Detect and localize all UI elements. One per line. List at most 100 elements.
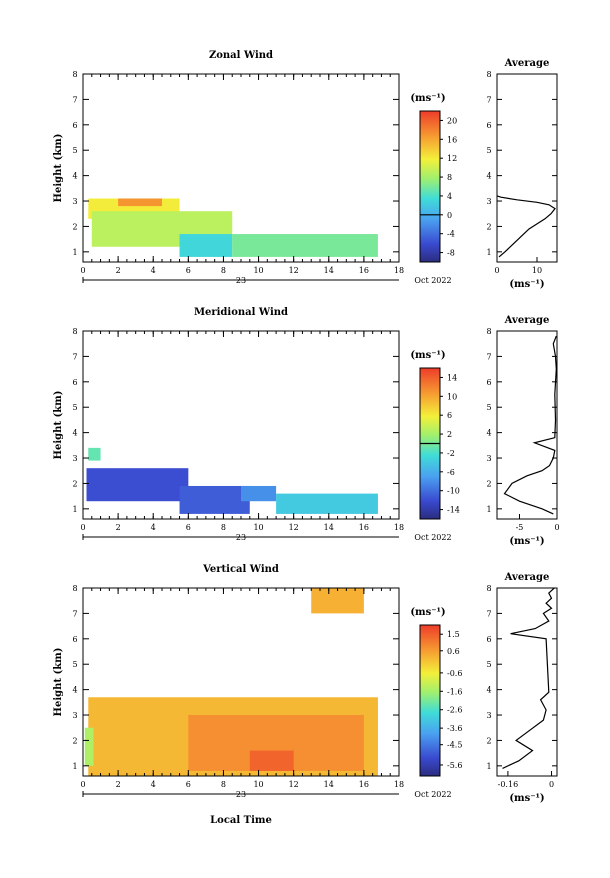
y-tick-label: 7 [72, 95, 77, 104]
y-tick-label: 5 [72, 403, 77, 412]
x-tick-label: 6 [186, 523, 191, 532]
profile-y-tick-label: 1 [486, 505, 491, 514]
profile-frame [496, 330, 558, 520]
x-tick-label: 18 [394, 780, 404, 789]
data-region-3 [179, 234, 233, 257]
x-tick-label: 2 [116, 266, 121, 275]
profile-title: Average [504, 572, 550, 583]
colorbar-tick-label: 16 [447, 135, 457, 144]
profile-y-tick-label: 8 [486, 70, 491, 79]
data-region-5 [118, 198, 162, 207]
data-region-4 [232, 234, 378, 257]
x-tick-label: 16 [359, 523, 369, 532]
profile-y-tick-label: 2 [486, 222, 491, 231]
colorbar-tick-label: -4.5 [447, 741, 462, 750]
profile-y-tick-label: 2 [486, 479, 491, 488]
x-tick-label: 14 [324, 780, 334, 789]
colorbar-tick-label: -0.6 [447, 669, 462, 678]
x-tick-label: 18 [394, 266, 404, 275]
y-tick-label: 1 [72, 505, 77, 514]
colorbar-tick-label: 12 [447, 154, 457, 163]
y-tick-label: 1 [72, 762, 77, 771]
colorbar-tick-label: -4 [447, 230, 455, 239]
profile-y-tick-label: 5 [486, 146, 491, 155]
data-region-5 [311, 588, 364, 614]
x-axis-label: Local Time [210, 815, 272, 826]
x-tick-label: 8 [221, 523, 226, 532]
x-tick-label: 4 [151, 780, 156, 789]
profile-x-tick-label: 0 [494, 266, 499, 275]
colorbar [419, 110, 441, 263]
profile-x-tick-label: 0 [549, 780, 554, 789]
panel-title: Zonal Wind [209, 50, 273, 61]
profile-y-tick-label: 4 [486, 429, 491, 438]
profile-y-tick-label: 3 [486, 454, 491, 463]
x-tick-label: 6 [186, 266, 191, 275]
profile-y-tick-label: 3 [486, 197, 491, 206]
x-tick-label: 4 [151, 266, 156, 275]
y-tick-label: 7 [72, 609, 77, 618]
y-tick-label: 4 [72, 429, 77, 438]
colorbar-tick-label: -2 [447, 449, 455, 458]
x-tick-label: 14 [324, 266, 334, 275]
data-region-5 [88, 447, 101, 461]
x-tick-label: 10 [253, 266, 263, 275]
colorbar-tick-label: 14 [447, 373, 457, 382]
x-tick-label: 18 [394, 523, 404, 532]
y-tick-label: 8 [72, 70, 77, 79]
x-tick-label: 8 [221, 780, 226, 789]
profile-y-tick-label: 6 [486, 121, 491, 130]
x-tick-label: 10 [253, 780, 263, 789]
profile-x-tick-label: -0.16 [498, 780, 519, 789]
profile-x-tick-label: 10 [532, 266, 542, 275]
date-label: Oct 2022 [414, 276, 451, 285]
x-tick-label: 16 [359, 266, 369, 275]
y-axis-label: Height (km) [53, 648, 64, 717]
profile-y-tick-label: 1 [486, 248, 491, 257]
data-region-4 [276, 493, 378, 514]
profile-line [503, 335, 557, 515]
data-region-1 [86, 468, 189, 502]
colorbar-tick-label: 10 [447, 392, 457, 401]
y-tick-label: 1 [72, 248, 77, 257]
x-tick-label: 2 [116, 780, 121, 789]
profile-line [496, 195, 556, 258]
day-label: 23 [236, 533, 246, 542]
profile-y-tick-label: 2 [486, 736, 491, 745]
data-region-2 [179, 485, 250, 514]
data-region-4 [84, 727, 94, 766]
profile-y-tick-label: 5 [486, 403, 491, 412]
panel-title: Vertical Wind [202, 564, 279, 575]
profile-y-tick-label: 8 [486, 327, 491, 336]
colorbar-tick-label: -8 [447, 249, 455, 258]
y-tick-label: 3 [72, 197, 77, 206]
x-tick-label: 0 [80, 780, 85, 789]
x-tick-label: 2 [116, 523, 121, 532]
colorbar-tick-label: -14 [447, 506, 460, 515]
colorbar-tick-label: -5.6 [447, 761, 462, 770]
profile-y-tick-label: 6 [486, 635, 491, 644]
data-region-3 [249, 750, 294, 771]
profile-unit: (ms⁻¹) [509, 793, 544, 804]
profile-y-tick-label: 7 [486, 609, 491, 618]
colorbar-unit: (ms⁻¹) [410, 607, 445, 618]
y-tick-label: 4 [72, 172, 77, 181]
y-tick-label: 6 [72, 378, 77, 387]
y-tick-label: 4 [72, 686, 77, 695]
x-tick-label: 10 [253, 523, 263, 532]
x-tick-label: 6 [186, 780, 191, 789]
profile-title: Average [504, 315, 550, 326]
colorbar-tick-label: -3.6 [447, 724, 462, 733]
colorbar-tick-label: -2.6 [447, 706, 462, 715]
x-tick-label: 12 [289, 780, 299, 789]
y-tick-label: 8 [72, 584, 77, 593]
colorbar-tick-label: 4 [447, 192, 452, 201]
panel-title: Meridional Wind [194, 307, 288, 318]
profile-unit: (ms⁻¹) [509, 279, 544, 290]
colorbar-tick-label: 0.6 [447, 647, 460, 656]
y-tick-label: 3 [72, 711, 77, 720]
y-tick-label: 2 [72, 479, 77, 488]
y-tick-label: 6 [72, 635, 77, 644]
